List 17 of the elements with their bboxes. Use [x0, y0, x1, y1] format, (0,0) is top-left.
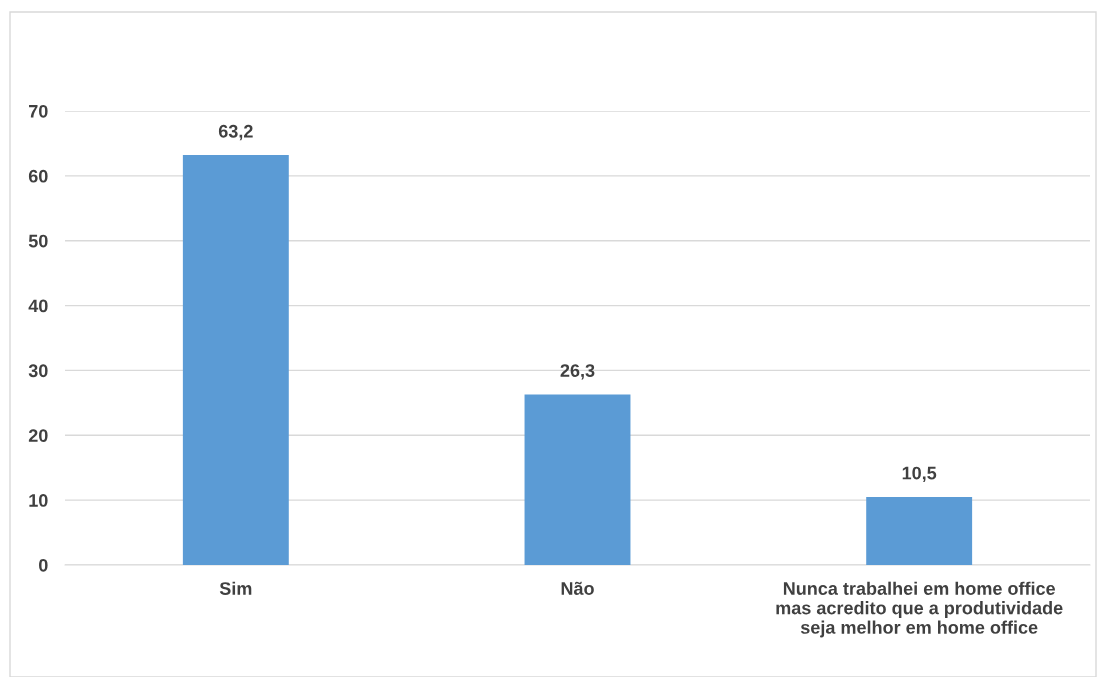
y-tick-label: 70	[29, 104, 48, 118]
y-tick-label: 20	[28, 429, 48, 443]
y-tick-label: 0	[39, 558, 48, 572]
x-tick-label: Sim	[219, 581, 252, 595]
y-tick-label: 50	[28, 234, 48, 248]
y-tick-label: 10	[29, 494, 48, 507]
y-tick-label: 40	[28, 299, 48, 313]
bar	[524, 394, 631, 565]
bar	[866, 496, 973, 565]
y-tick-label: 60	[28, 169, 48, 183]
data-label: 10,5	[902, 466, 937, 483]
data-label: 26,3	[560, 364, 595, 380]
data-label: 63,2	[218, 124, 253, 141]
bar	[182, 155, 289, 565]
x-tick-label: Não	[561, 581, 594, 595]
x-tick-label: Nunca trabalhei em home office mas acredito que a produtividade seja melhor em home office	[776, 581, 1063, 638]
y-tick-label: 30	[28, 364, 48, 378]
